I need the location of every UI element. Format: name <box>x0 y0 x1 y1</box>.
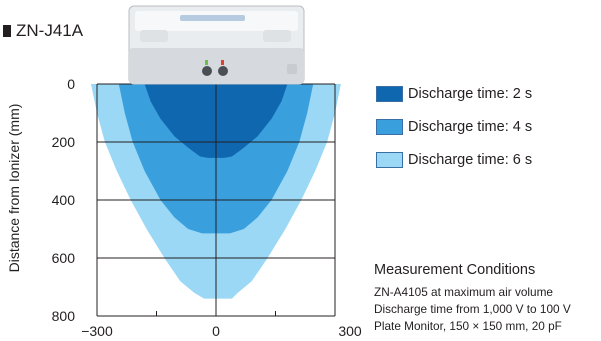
legend-item-6s: Discharge time: 6 s <box>376 151 532 169</box>
condition-line: ZN-A4105 at maximum air volume <box>374 285 553 299</box>
legend-swatch-6s <box>376 152 403 168</box>
x-tick-label: −300 <box>81 323 113 339</box>
model-name: ZN-J41A <box>16 21 84 40</box>
conditions-heading: Measurement Conditions <box>374 262 536 278</box>
y-tick-label: 600 <box>52 250 76 266</box>
legend-label-2s: Discharge time: 2 s <box>408 86 533 102</box>
y-tick-label: 0 <box>67 76 75 92</box>
condition-line: Plate Monitor, 150 × 150 mm, 20 pF <box>374 319 562 333</box>
legend-item-2s: Discharge time: 2 s <box>376 85 532 103</box>
axis-ticks: 0 200 400 600 800 −300 0 300 <box>52 76 362 339</box>
model-label: ZN-J41A <box>3 21 83 41</box>
y-tick-label: 200 <box>52 134 76 150</box>
measurement-conditions: Measurement Conditions ZN-A4105 at maxim… <box>374 262 571 335</box>
legend-label-6s: Discharge time: 6 s <box>408 152 533 168</box>
legend-label-4s: Discharge time: 4 s <box>408 119 533 135</box>
y-axis-label: Distance from Ionizer (mm) <box>6 104 22 273</box>
model-square-marker <box>3 25 11 37</box>
legend-swatch-2s <box>376 86 403 102</box>
legend-item-4s: Discharge time: 4 s <box>376 118 532 136</box>
y-tick-label: 400 <box>52 192 76 208</box>
x-tick-label: 0 <box>212 323 220 339</box>
y-tick-label: 800 <box>52 308 76 324</box>
chart-legend: Discharge time: 2 s Discharge time: 4 s … <box>376 85 532 184</box>
x-tick-label: 300 <box>338 323 362 339</box>
condition-line: Discharge time from 1,000 V to 100 V <box>374 302 571 316</box>
legend-swatch-4s <box>376 119 403 135</box>
ionizer-image <box>128 5 305 85</box>
